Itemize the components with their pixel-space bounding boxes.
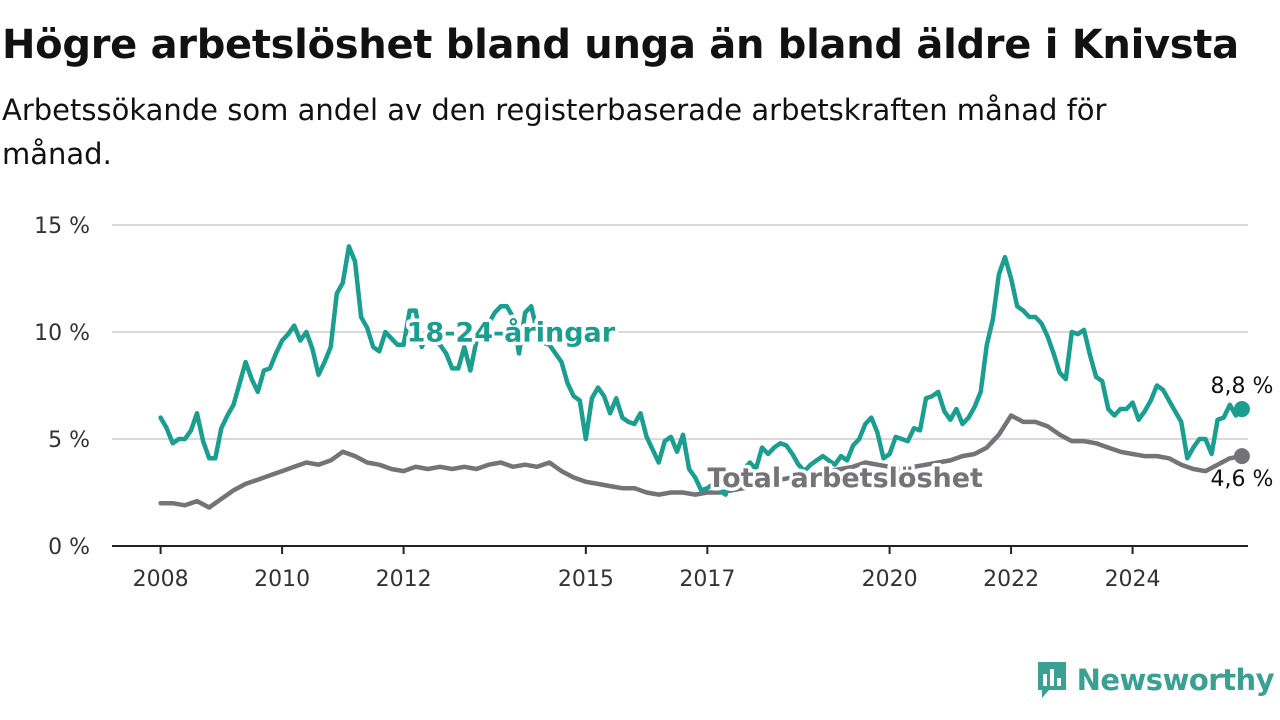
chart-subtitle: Arbetssökande som andel av den registerb… bbox=[2, 93, 1107, 171]
end-dot-youth bbox=[1233, 401, 1250, 418]
x-axis-ticks: 2008 2010 2012 2015 2017 2020 2022 2024 bbox=[133, 546, 1161, 592]
x-tick-label: 2024 bbox=[1105, 567, 1161, 592]
end-dot-total bbox=[1233, 448, 1250, 465]
y-tick-label: 0 % bbox=[48, 535, 90, 560]
y-tick-label: 10 % bbox=[34, 321, 90, 346]
series-lines bbox=[158, 244, 1245, 510]
brand-name: Newsworthy bbox=[1076, 663, 1275, 697]
chart-title: Högre arbetslöshet bland unga än bland ä… bbox=[2, 22, 1239, 68]
series-labels: 8,8 % 4,6 % 18-24-åringar Total arbetslöshe… bbox=[403, 313, 1273, 498]
x-tick-label: 2010 bbox=[254, 567, 310, 592]
y-tick-label: 15 % bbox=[34, 214, 90, 239]
gridlines bbox=[112, 224, 1248, 547]
newsworthy-logo: Newsworthy bbox=[1035, 660, 1275, 700]
x-tick-label: 2012 bbox=[376, 567, 432, 592]
x-tick-label: 2008 bbox=[133, 567, 189, 592]
x-tick-label: 2020 bbox=[862, 567, 918, 592]
y-tick-label: 5 % bbox=[48, 428, 90, 453]
end-label-youth: 8,8 % bbox=[1210, 374, 1273, 399]
newsworthy-logo-icon bbox=[1037, 662, 1066, 698]
series-label-youth: 18-24-åringar bbox=[407, 317, 616, 349]
end-label-total: 4,6 % bbox=[1210, 467, 1273, 492]
x-tick-label: 2017 bbox=[679, 567, 735, 592]
x-tick-label: 2015 bbox=[558, 567, 614, 592]
series-line-total bbox=[158, 413, 1245, 510]
x-tick-label: 2022 bbox=[983, 567, 1039, 592]
series-label-total: Total arbetslöshet bbox=[707, 463, 983, 494]
y-axis-ticks: 0 % 5 % 10 % 15 % bbox=[34, 214, 90, 560]
series-line-youth bbox=[158, 244, 1245, 497]
